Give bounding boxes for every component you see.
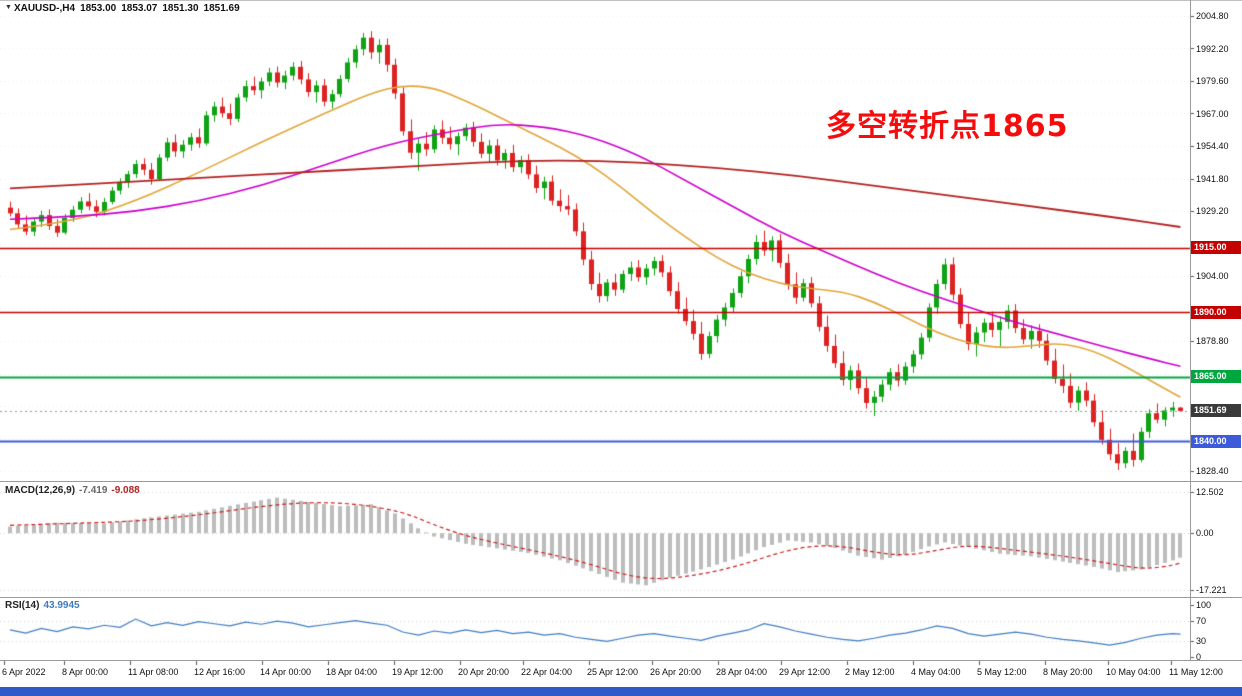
rsi-axis-label: 100 bbox=[1196, 600, 1212, 610]
price-badge-1915.00: 1915.00 bbox=[1191, 241, 1241, 255]
panel-separator-rsi[interactable] bbox=[0, 597, 1242, 598]
price-tick-label: 1904.00 bbox=[1196, 271, 1229, 281]
rsi-label-text: RSI(14) bbox=[5, 600, 40, 611]
time-axis-label: 18 Apr 04:00 bbox=[326, 667, 378, 677]
macd-signal-value: -9.088 bbox=[111, 485, 140, 496]
time-axis-label: 11 Apr 08:00 bbox=[128, 667, 179, 677]
price-tick-label: 1979.60 bbox=[1196, 76, 1229, 86]
annotation-text[interactable]: 多空转折点1865 bbox=[826, 109, 1069, 144]
price-badge-1890.00: 1890.00 bbox=[1191, 305, 1241, 319]
price-tick-label: 1954.40 bbox=[1196, 141, 1229, 151]
price-tick-label: 1941.80 bbox=[1196, 173, 1229, 184]
time-axis-label: 8 Apr 00:00 bbox=[62, 667, 109, 677]
close-value: 1851.69 bbox=[203, 3, 240, 14]
time-axis-label: 25 Apr 12:00 bbox=[587, 667, 639, 677]
macd-indicator-label: MACD(12,26,9) -7.419 -9.088 bbox=[5, 485, 144, 496]
time-axis-label: 5 May 12:00 bbox=[977, 667, 1027, 677]
symbol-dropdown-icon[interactable]: ▼ bbox=[5, 4, 12, 11]
time-axis-label: 28 Apr 04:00 bbox=[716, 667, 768, 677]
macd-axis-label: -17.221 bbox=[1196, 585, 1227, 595]
price-tick-label: 1878.80 bbox=[1196, 336, 1229, 346]
time-axis-label: 2 May 12:00 bbox=[845, 667, 895, 677]
time-axis-label: 10 May 04:00 bbox=[1106, 667, 1161, 677]
price-badge-1865.00: 1865.00 bbox=[1191, 370, 1241, 384]
rsi-axis-label: 70 bbox=[1196, 615, 1207, 626]
symbol-period-label: XAUUSD-,H4 bbox=[13, 3, 76, 14]
low-value: 1851.30 bbox=[162, 3, 199, 14]
window-top-border bbox=[0, 0, 1242, 1]
macd-label-text: MACD(12,26,9) bbox=[5, 485, 76, 496]
price-badge-1840.00: 1840.00 bbox=[1191, 434, 1241, 448]
macd-axis-label: 0.00 bbox=[1196, 528, 1214, 539]
rsi-indicator-label: RSI(14) 43.9945 bbox=[5, 600, 84, 611]
rsi-axis-label: 0 bbox=[1196, 652, 1202, 662]
time-axis-label: 11 May 12:00 bbox=[1169, 667, 1223, 677]
price-tick-label: 1929.20 bbox=[1196, 206, 1229, 216]
time-axis-label: 8 May 20:00 bbox=[1043, 667, 1093, 677]
time-axis-label: 20 Apr 20:00 bbox=[458, 667, 510, 677]
time-axis-label: 12 Apr 16:00 bbox=[194, 667, 246, 677]
time-axis-label: 29 Apr 12:00 bbox=[779, 667, 831, 677]
time-axis-label: 14 Apr 00:00 bbox=[260, 667, 312, 677]
high-value: 1853.07 bbox=[121, 3, 158, 14]
macd-main-value: -7.419 bbox=[79, 485, 108, 496]
macd-axis-label: 12.502 bbox=[1196, 487, 1224, 497]
price-tick-label: 1828.40 bbox=[1196, 466, 1229, 476]
price-badge-1851.69: 1851.69 bbox=[1191, 404, 1241, 418]
time-axis-label: 4 May 04:00 bbox=[911, 667, 961, 677]
time-axis-label: 6 Apr 2022 bbox=[2, 667, 46, 677]
rsi-value: 43.9945 bbox=[43, 600, 80, 611]
time-axis-label: 22 Apr 04:00 bbox=[521, 667, 573, 677]
panel-separator-macd[interactable] bbox=[0, 481, 1242, 482]
time-axis-label: 26 Apr 20:00 bbox=[650, 667, 702, 677]
time-axis-label: 19 Apr 12:00 bbox=[392, 667, 444, 677]
price-tick-label: 1967.00 bbox=[1196, 108, 1229, 119]
time-axis-separator bbox=[0, 660, 1242, 661]
bottom-taskbar-strip[interactable] bbox=[0, 687, 1242, 696]
ohlc-readout: ▼ XAUUSD-,H4 1853.00 1853.07 1851.30 1851.69 bbox=[5, 3, 245, 14]
open-value: 1853.00 bbox=[80, 3, 117, 14]
price-tick-label: 2004.80 bbox=[1196, 11, 1229, 21]
rsi-axis-label: 30 bbox=[1196, 636, 1207, 647]
price-axis-separator bbox=[1190, 0, 1191, 660]
price-tick-label: 1992.20 bbox=[1196, 43, 1229, 54]
